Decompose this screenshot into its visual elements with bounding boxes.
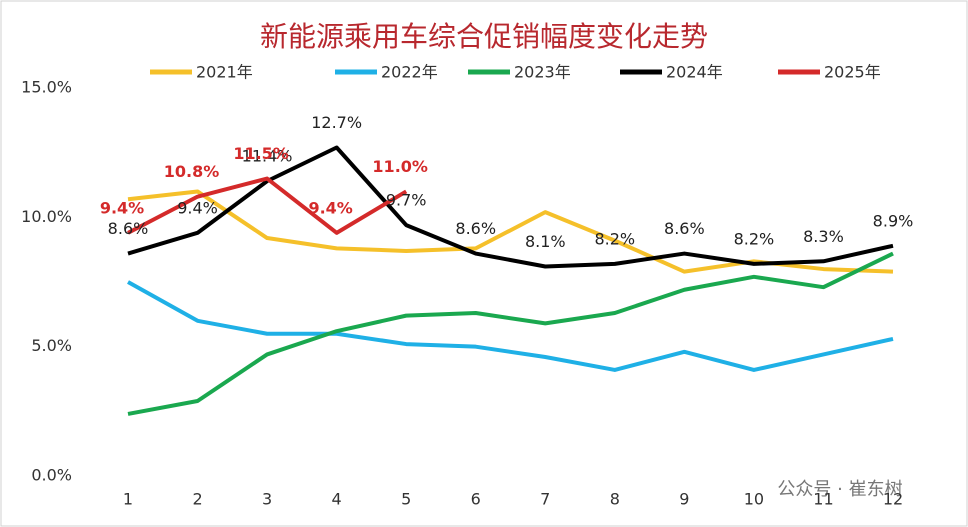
y-tick-label: 5.0% [31, 336, 72, 355]
legend-label: 2023年 [514, 63, 571, 82]
data-label: 9.4% [308, 198, 352, 217]
x-tick-label: 12 [883, 490, 903, 509]
y-tick-label: 10.0% [21, 207, 72, 226]
data-label: 8.1% [525, 232, 566, 251]
data-label: 8.6% [664, 219, 705, 238]
data-label: 9.4% [100, 198, 144, 217]
legend-label: 2024年 [666, 63, 723, 82]
x-tick-label: 5 [401, 490, 411, 509]
series-line [127, 251, 894, 416]
series-line [127, 280, 894, 372]
y-tick-label: 15.0% [21, 78, 72, 97]
x-tick-label: 6 [471, 490, 481, 509]
x-tick-label: 8 [610, 490, 620, 509]
data-label: 8.2% [734, 229, 775, 248]
data-label: 8.3% [803, 227, 844, 246]
data-label: 8.2% [594, 229, 635, 248]
data-label: 9.7% [386, 191, 427, 210]
legend-label: 2021年 [196, 63, 253, 82]
x-tick-label: 9 [679, 490, 689, 509]
x-tick-label: 1 [123, 490, 133, 509]
data-label: 9.4% [177, 198, 218, 217]
chart-title: 新能源乘用车综合促销幅度变化走势 [260, 20, 708, 53]
data-label: 10.8% [164, 162, 220, 181]
data-label: 8.6% [455, 219, 496, 238]
data-label: 8.6% [108, 219, 149, 238]
x-tick-label: 7 [540, 490, 550, 509]
data-label: 11.4% [242, 147, 293, 166]
x-tick-label: 2 [192, 490, 202, 509]
x-tick-label: 11 [813, 490, 833, 509]
series-line [127, 145, 894, 269]
watermark: 公众号 · 崔东树 [777, 479, 902, 500]
x-tick-label: 3 [262, 490, 272, 509]
data-label: 8.9% [873, 211, 914, 230]
data-label: 11.5% [233, 144, 289, 163]
y-tick-label: 0.0% [31, 466, 72, 485]
data-label: 12.7% [311, 113, 362, 132]
series-line [127, 176, 408, 235]
x-tick-label: 10 [744, 490, 764, 509]
legend-label: 2022年 [381, 63, 438, 82]
legend-label: 2025年 [824, 63, 881, 82]
x-tick-label: 4 [332, 490, 342, 509]
data-label: 11.0% [372, 157, 428, 176]
